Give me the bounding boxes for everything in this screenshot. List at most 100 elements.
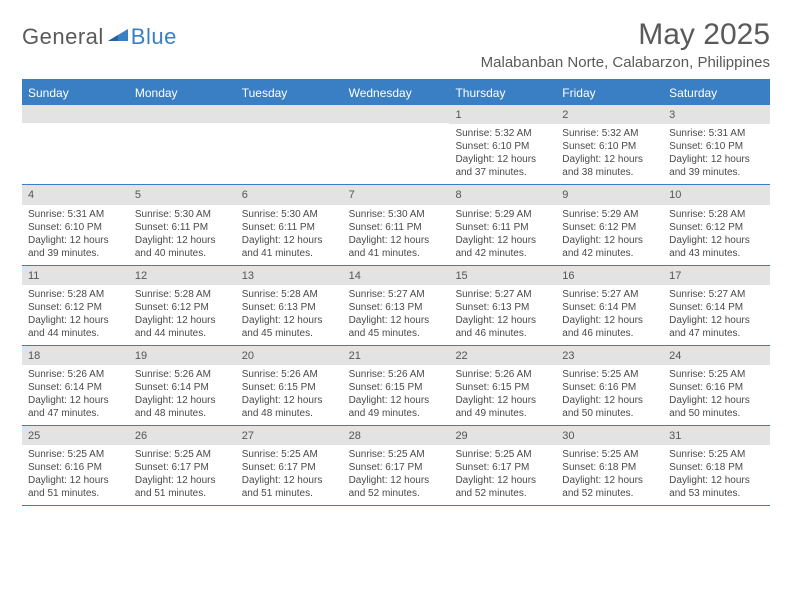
calendar-week-row: 11Sunrise: 5:28 AMSunset: 6:12 PMDayligh… <box>22 266 770 346</box>
day-daylight1-text: Daylight: 12 hours <box>135 234 230 247</box>
weekday-header: Tuesday <box>236 81 343 105</box>
day-daylight1-text: Daylight: 12 hours <box>455 394 550 407</box>
day-sunrise-text: Sunrise: 5:27 AM <box>349 288 444 301</box>
day-details: Sunrise: 5:26 AMSunset: 6:15 PMDaylight:… <box>236 365 343 425</box>
day-daylight2-text: and 38 minutes. <box>562 166 657 179</box>
calendar-day-cell: 15Sunrise: 5:27 AMSunset: 6:13 PMDayligh… <box>449 266 556 345</box>
day-number: 1 <box>449 105 556 124</box>
day-number: 3 <box>663 105 770 124</box>
day-sunrise-text: Sunrise: 5:28 AM <box>669 208 764 221</box>
day-sunrise-text: Sunrise: 5:25 AM <box>562 368 657 381</box>
day-daylight1-text: Daylight: 12 hours <box>242 234 337 247</box>
day-number: 20 <box>236 346 343 365</box>
day-sunset-text: Sunset: 6:15 PM <box>349 381 444 394</box>
weekday-header: Saturday <box>663 81 770 105</box>
day-sunset-text: Sunset: 6:12 PM <box>562 221 657 234</box>
day-number: 8 <box>449 185 556 204</box>
day-daylight1-text: Daylight: 12 hours <box>562 234 657 247</box>
calendar-week-row: 18 Sunrise: 5:26 AM Sunset: 6:14 PM Dayligh… <box>22 346 770 426</box>
calendar-week-row: 25Sunrise: 5:25 AMSunset: 6:16 PMDayligh… <box>22 426 770 506</box>
day-daylight1-text: Daylight: 12 hours <box>242 474 337 487</box>
day-sunset-text: Sunset: 6:14 PM <box>135 381 230 394</box>
day-sunset-text: Sunset: 6:12 PM <box>135 301 230 314</box>
day-sunset-text: Sunset: 6:18 PM <box>562 461 657 474</box>
day-details: Sunrise: 5:31 AMSunset: 6:10 PMDaylight:… <box>663 124 770 184</box>
day-daylight1-text: Daylight: 12 hours <box>242 394 337 407</box>
day-details: Sunrise: 5:29 AMSunset: 6:11 PMDaylight:… <box>449 205 556 265</box>
calendar-day-cell: 29Sunrise: 5:25 AMSunset: 6:17 PMDayligh… <box>449 426 556 505</box>
day-sunset-text: Sunset: 6:17 PM <box>349 461 444 474</box>
day-number: 17 <box>663 266 770 285</box>
day-daylight2-text: and 44 minutes. <box>28 327 123 340</box>
day-daylight1-text: Daylight: 12 hours <box>28 394 123 407</box>
day-sunrise-text: Sunrise: 5:28 AM <box>242 288 337 301</box>
day-sunrise-text: Sunrise: 5:26 AM <box>455 368 550 381</box>
day-number: 18 <box>22 346 129 365</box>
calendar-day-cell: 24Sunrise: 5:25 AMSunset: 6:16 PMDayligh… <box>663 346 770 425</box>
logo-text-general: General <box>22 24 104 50</box>
day-daylight2-text: and 40 minutes. <box>135 247 230 260</box>
day-sunrise-text: Sunrise: 5:26 AM <box>349 368 444 381</box>
day-details: Sunrise: 5:28 AMSunset: 6:12 PMDaylight:… <box>22 285 129 345</box>
day-sunset-text: Sunset: 6:10 PM <box>562 140 657 153</box>
calendar-day-cell: 3Sunrise: 5:31 AMSunset: 6:10 PMDaylight… <box>663 105 770 184</box>
calendar-grid: Sunday Monday Tuesday Wednesday Thursday… <box>22 79 770 506</box>
day-sunrise-text: Sunrise: 5:25 AM <box>135 448 230 461</box>
day-sunset-text: Sunset: 6:11 PM <box>135 221 230 234</box>
day-details: Sunrise: 5:25 AMSunset: 6:16 PMDaylight:… <box>22 445 129 505</box>
day-sunset-text: Sunset: 6:17 PM <box>135 461 230 474</box>
day-number: 24 <box>663 346 770 365</box>
day-number: 27 <box>236 426 343 445</box>
logo-text-blue: Blue <box>131 24 177 50</box>
calendar-day-cell: 19Sunrise: 5:26 AMSunset: 6:14 PMDayligh… <box>129 346 236 425</box>
day-number: 21 <box>343 346 450 365</box>
day-daylight2-text: and 49 minutes. <box>455 407 550 420</box>
day-daylight2-text: and 45 minutes. <box>242 327 337 340</box>
day-sunrise-text: Sunrise: 5:30 AM <box>242 208 337 221</box>
calendar-week-row: 1Sunrise: 5:32 AMSunset: 6:10 PMDaylight… <box>22 105 770 185</box>
day-details: Sunrise: 5:27 AMSunset: 6:13 PMDaylight:… <box>343 285 450 345</box>
day-daylight2-text: and 47 minutes. <box>669 327 764 340</box>
calendar-day-cell: 21Sunrise: 5:26 AMSunset: 6:15 PMDayligh… <box>343 346 450 425</box>
weekday-header: Friday <box>556 81 663 105</box>
calendar-day-cell: 10Sunrise: 5:28 AMSunset: 6:12 PMDayligh… <box>663 185 770 264</box>
day-sunset-text: Sunset: 6:17 PM <box>242 461 337 474</box>
calendar-day-cell: 12Sunrise: 5:28 AMSunset: 6:12 PMDayligh… <box>129 266 236 345</box>
day-number: 15 <box>449 266 556 285</box>
day-daylight1-text: Daylight: 12 hours <box>455 474 550 487</box>
logo-triangle-icon <box>108 27 128 48</box>
calendar-day-cell: 26Sunrise: 5:25 AMSunset: 6:17 PMDayligh… <box>129 426 236 505</box>
day-daylight2-text: and 52 minutes. <box>562 487 657 500</box>
day-number: 28 <box>343 426 450 445</box>
day-daylight1-text: Daylight: 12 hours <box>455 234 550 247</box>
day-sunrise-text: Sunrise: 5:29 AM <box>455 208 550 221</box>
day-daylight1-text: Daylight: 12 hours <box>28 314 123 327</box>
day-sunset-text: Sunset: 6:12 PM <box>28 301 123 314</box>
day-number: 30 <box>556 426 663 445</box>
calendar-day-cell: 11Sunrise: 5:28 AMSunset: 6:12 PMDayligh… <box>22 266 129 345</box>
day-number <box>236 105 343 123</box>
day-details: Sunrise: 5:27 AMSunset: 6:14 PMDaylight:… <box>663 285 770 345</box>
day-sunset-text: Sunset: 6:10 PM <box>455 140 550 153</box>
day-sunrise-text: Sunrise: 5:26 AM <box>28 368 123 381</box>
day-sunset-text: Sunset: 6:11 PM <box>349 221 444 234</box>
day-daylight2-text: and 50 minutes. <box>669 407 764 420</box>
day-sunrise-text: Sunrise: 5:28 AM <box>28 288 123 301</box>
day-daylight1-text: Daylight: 12 hours <box>28 474 123 487</box>
day-daylight1-text: Daylight: 12 hours <box>562 474 657 487</box>
day-details: Sunrise: 5:25 AMSunset: 6:17 PMDaylight:… <box>236 445 343 505</box>
day-number: 31 <box>663 426 770 445</box>
day-details: Sunrise: 5:30 AMSunset: 6:11 PMDaylight:… <box>129 205 236 265</box>
calendar-day-cell: 28Sunrise: 5:25 AMSunset: 6:17 PMDayligh… <box>343 426 450 505</box>
calendar-day-cell: 22Sunrise: 5:26 AMSunset: 6:15 PMDayligh… <box>449 346 556 425</box>
day-daylight2-text: and 51 minutes. <box>242 487 337 500</box>
weekday-header: Wednesday <box>343 81 450 105</box>
day-daylight2-text: and 48 minutes. <box>135 407 230 420</box>
day-sunset-text: Sunset: 6:17 PM <box>455 461 550 474</box>
day-number: 2 <box>556 105 663 124</box>
day-sunrise-text: Sunrise: 5:29 AM <box>562 208 657 221</box>
calendar-day-cell: 4Sunrise: 5:31 AMSunset: 6:10 PMDaylight… <box>22 185 129 264</box>
day-number: 10 <box>663 185 770 204</box>
day-daylight2-text: and 52 minutes. <box>455 487 550 500</box>
day-sunset-text: Sunset: 6:10 PM <box>28 221 123 234</box>
